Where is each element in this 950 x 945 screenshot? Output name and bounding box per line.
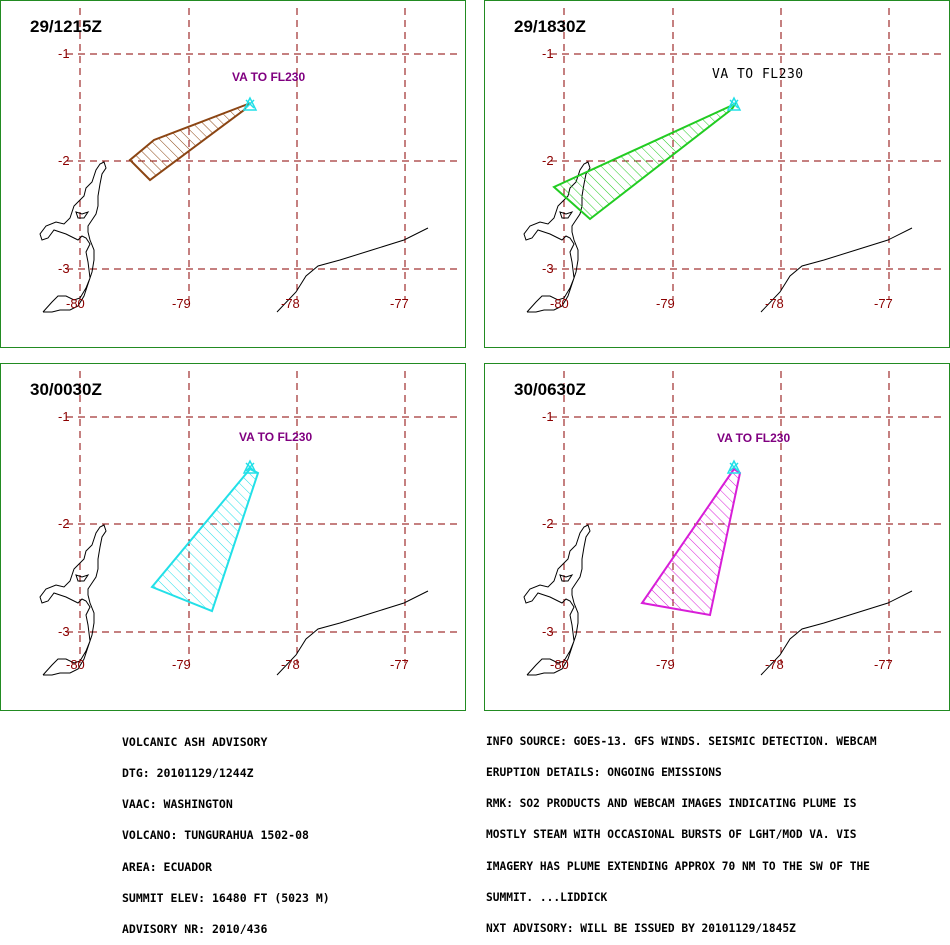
map-panel-3: 30/0030Z VA TO FL230 -1 -2 -3 -80 -79 -7… bbox=[0, 363, 480, 714]
panel-time-label: 30/0630Z bbox=[514, 380, 586, 399]
panel-time-label: 30/0030Z bbox=[30, 380, 102, 399]
volcano-cross bbox=[729, 462, 739, 472]
map-canvas bbox=[0, 363, 466, 711]
lat-label-3: -3 bbox=[58, 261, 70, 276]
advisory-line: NXT ADVISORY: WILL BE ISSUED BY 20101129… bbox=[486, 922, 796, 936]
lon-label-1: -80 bbox=[550, 657, 569, 672]
lon-label-3: -78 bbox=[765, 657, 784, 672]
lon-label-4: -77 bbox=[390, 657, 409, 672]
volcano-triangle bbox=[242, 96, 258, 111]
graticule bbox=[550, 371, 944, 663]
advisory-line: INFO SOURCE: GOES-13. GFS WINDS. SEISMIC… bbox=[486, 734, 877, 748]
volcano-triangle bbox=[726, 96, 742, 111]
volcano-icon bbox=[242, 96, 258, 111]
lon-label-2: -79 bbox=[656, 296, 675, 311]
volcano-icon bbox=[726, 96, 742, 111]
volcano-triangle bbox=[242, 459, 258, 474]
advisory-text-right: INFO SOURCE: GOES-13. GFS WINDS. SEISMIC… bbox=[486, 716, 877, 945]
map-panel-1: 29/1215Z VA TO FL230 -1 -2 -3 -80 -79 -7… bbox=[0, 0, 480, 351]
lat-label-3: -3 bbox=[58, 624, 70, 639]
map-panel-2: 29/1830Z VA TO FL230 -1 -2 -3 -80 -79 -7… bbox=[484, 0, 950, 351]
panel-frame bbox=[0, 0, 466, 348]
panel-time-label: 29/1830Z bbox=[514, 17, 586, 36]
border-path bbox=[276, 590, 429, 676]
advisory-line: ADVISORY NR: 2010/436 bbox=[122, 922, 268, 937]
lon-label-1: -80 bbox=[66, 657, 85, 672]
coastline-path bbox=[39, 524, 107, 676]
advisory-line: VOLCANIC ASH ADVISORY bbox=[122, 734, 268, 749]
lon-label-2: -79 bbox=[172, 296, 191, 311]
advisory-line: RMK: SO2 PRODUCTS AND WEBCAM IMAGES INDI… bbox=[486, 797, 857, 811]
va-height-label: VA TO FL230 bbox=[239, 430, 313, 444]
advisory-line: IMAGERY HAS PLUME EXTENDING APPROX 70 NM… bbox=[486, 859, 870, 873]
lon-label-1: -80 bbox=[550, 296, 569, 311]
lon-label-4: -77 bbox=[874, 296, 893, 311]
volcano-cross bbox=[245, 99, 255, 109]
border-path bbox=[760, 590, 913, 676]
lat-label-2: -2 bbox=[58, 153, 70, 168]
ash-plume-polygon bbox=[552, 101, 738, 221]
lon-label-3: -78 bbox=[281, 296, 300, 311]
graticule bbox=[66, 371, 460, 663]
ash-plume-polygon bbox=[640, 467, 742, 617]
lat-label-2: -2 bbox=[58, 516, 70, 531]
volcano-triangle bbox=[726, 459, 742, 474]
advisory-line: SUMMIT. ...LIDDICK bbox=[486, 890, 608, 904]
coastline bbox=[39, 524, 429, 676]
lat-label-1: -1 bbox=[58, 409, 70, 424]
map-canvas bbox=[0, 0, 466, 348]
lat-label-3: -3 bbox=[542, 261, 554, 276]
lon-label-1: -80 bbox=[66, 296, 85, 311]
graticule bbox=[66, 8, 460, 300]
advisory-line: DTG: 20101129/1244Z bbox=[122, 766, 254, 781]
map-canvas bbox=[484, 363, 950, 711]
advisory-line: VAAC: WASHINGTON bbox=[122, 797, 233, 812]
advisory-text-left: VOLCANIC ASH ADVISORY DTG: 20101129/1244… bbox=[122, 716, 330, 945]
volcano-cross bbox=[729, 99, 739, 109]
lat-label-1: -1 bbox=[542, 46, 554, 61]
advisory-line: AREA: ECUADOR bbox=[122, 859, 213, 874]
map-panel-4: 30/0630Z VA TO FL230 -1 -2 -3 -80 -79 -7… bbox=[484, 363, 950, 714]
advisory-line: ERUPTION DETAILS: ONGOING EMISSIONS bbox=[486, 766, 722, 780]
coastline bbox=[39, 161, 429, 313]
lon-label-3: -78 bbox=[765, 296, 784, 311]
coastline-path bbox=[39, 161, 107, 313]
coastline bbox=[523, 524, 913, 676]
advisory-line: MOSTLY STEAM WITH OCCASIONAL BURSTS OF L… bbox=[486, 828, 857, 842]
volcano-icon bbox=[726, 459, 742, 474]
lat-label-1: -1 bbox=[542, 409, 554, 424]
plume-outline bbox=[552, 101, 738, 221]
va-height-label: VA TO FL230 bbox=[232, 70, 306, 84]
lat-label-2: -2 bbox=[542, 153, 554, 168]
volcano-icon bbox=[242, 459, 258, 474]
border-path bbox=[760, 227, 913, 313]
advisory-line: VOLCANO: TUNGURAHUA 1502-08 bbox=[122, 828, 309, 843]
lat-label-2: -2 bbox=[542, 516, 554, 531]
coastline-path bbox=[523, 524, 591, 676]
lon-label-3: -78 bbox=[281, 657, 300, 672]
lon-label-4: -77 bbox=[390, 296, 409, 311]
volcano-cross bbox=[245, 462, 255, 472]
lon-label-2: -79 bbox=[656, 657, 675, 672]
plume-outline bbox=[640, 467, 742, 617]
lon-label-4: -77 bbox=[874, 657, 893, 672]
va-height-label: VA TO FL230 bbox=[717, 431, 791, 445]
lat-label-1: -1 bbox=[58, 46, 70, 61]
panel-time-label: 29/1215Z bbox=[30, 17, 102, 36]
advisory-line: SUMMIT ELEV: 16480 FT (5023 M) bbox=[122, 890, 330, 905]
border-path bbox=[276, 227, 429, 313]
lon-label-2: -79 bbox=[172, 657, 191, 672]
lat-label-3: -3 bbox=[542, 624, 554, 639]
va-height-label: VA TO FL230 bbox=[712, 67, 804, 82]
